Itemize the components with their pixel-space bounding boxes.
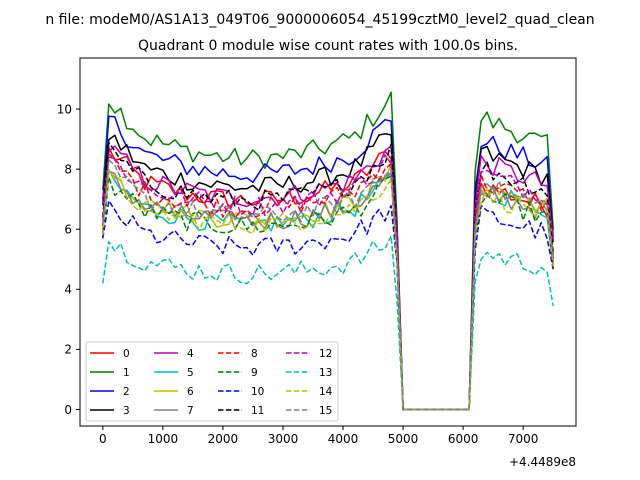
series-line-14 bbox=[102, 169, 554, 411]
chart-suptitle: n file: modeM0/AS1A13_049T06_9000006054_… bbox=[45, 12, 594, 28]
legend-label-10: 10 bbox=[251, 386, 264, 398]
legend-label-8: 8 bbox=[251, 348, 258, 360]
series-line-12 bbox=[102, 154, 554, 411]
y-tick-label: 6 bbox=[64, 223, 72, 237]
plot-frame bbox=[79, 57, 577, 427]
x-axis: 0 1000 2000 3000 4000 5000 6000 7000 bbox=[99, 426, 538, 446]
x-tick-label: 0 bbox=[99, 432, 107, 446]
x-tick-label: 6000 bbox=[448, 432, 479, 446]
series-line-8 bbox=[102, 153, 554, 411]
legend-label-12: 12 bbox=[319, 348, 332, 360]
series-line-15 bbox=[102, 159, 554, 411]
x-tick-label: 3000 bbox=[268, 432, 299, 446]
y-tick-label: 0 bbox=[64, 403, 72, 417]
legend-label-0: 0 bbox=[123, 348, 130, 360]
legend-label-6: 6 bbox=[187, 386, 194, 398]
y-tick-label: 2 bbox=[64, 343, 72, 357]
legend-label-3: 3 bbox=[123, 405, 130, 417]
legend-label-9: 9 bbox=[251, 367, 258, 379]
y-tick-label: 4 bbox=[64, 283, 72, 297]
series-line-9 bbox=[102, 175, 554, 411]
legend-label-14: 14 bbox=[319, 386, 333, 398]
series-line-13 bbox=[102, 235, 554, 411]
legend-box bbox=[85, 341, 339, 422]
x-tick-label: 4000 bbox=[328, 432, 359, 446]
legend-label-5: 5 bbox=[187, 367, 194, 379]
x-tick-label: 5000 bbox=[388, 432, 419, 446]
legend-label-4: 4 bbox=[187, 348, 194, 360]
x-tick-label: 2000 bbox=[208, 432, 239, 446]
x-offset-label: +4.4489e8 bbox=[509, 455, 576, 469]
legend-label-11: 11 bbox=[251, 405, 264, 417]
series-line-1 bbox=[102, 91, 554, 411]
series-line-10 bbox=[102, 200, 554, 411]
legend-label-2: 2 bbox=[123, 386, 130, 398]
x-tick-label: 7000 bbox=[508, 432, 539, 446]
y-tick-label: 10 bbox=[57, 102, 72, 116]
legend-label-7: 7 bbox=[187, 405, 194, 417]
series-line-3 bbox=[102, 133, 554, 411]
plot-lines bbox=[102, 91, 554, 411]
y-tick-label: 8 bbox=[64, 162, 72, 176]
chart-title: Quadrant 0 module wise count rates with … bbox=[138, 38, 518, 54]
x-tick-label: 1000 bbox=[148, 432, 179, 446]
legend-label-1: 1 bbox=[123, 367, 130, 379]
legend-label-15: 15 bbox=[319, 405, 332, 417]
y-axis: 0 2 4 6 8 10 bbox=[57, 102, 80, 417]
legend-label-13: 13 bbox=[319, 367, 332, 379]
